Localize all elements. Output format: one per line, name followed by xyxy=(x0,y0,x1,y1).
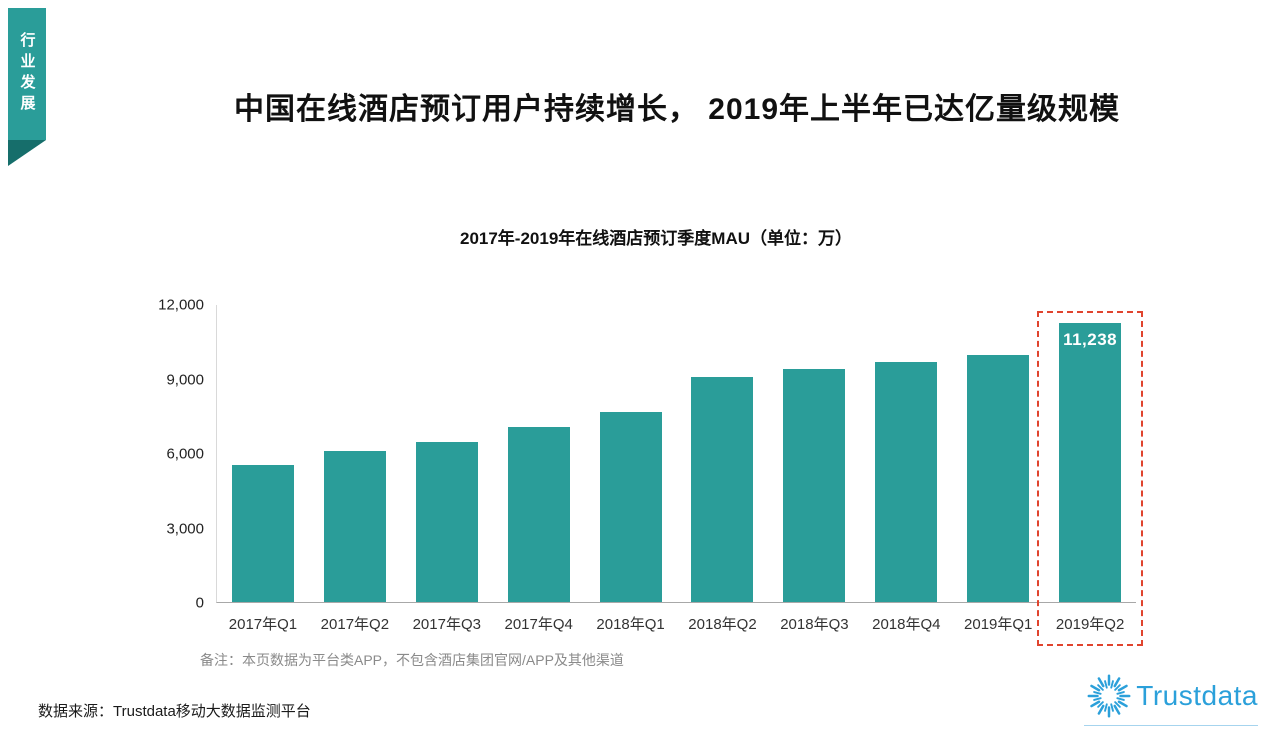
x-axis-label: 2017年Q1 xyxy=(228,616,298,633)
bar-column: 2017年Q2 xyxy=(309,305,401,633)
x-axis-label: 2018年Q2 xyxy=(688,616,757,633)
x-axis-label: 2017年Q2 xyxy=(320,616,390,633)
y-axis-label: 6,000 xyxy=(166,445,204,463)
bar-2017年Q1 xyxy=(231,465,294,602)
x-axis-label: 2019年Q2 xyxy=(1055,616,1125,633)
x-axis-label: 2017年Q3 xyxy=(412,616,481,633)
bar-2018年Q3 xyxy=(783,368,846,602)
bar-2018年Q1 xyxy=(599,412,662,602)
trustdata-logo: Trustdata xyxy=(1084,671,1258,726)
mau-bar-chart: 2017年-2019年在线酒店预订季度MAU（单位：万） 12,000 9,000… xyxy=(0,224,1284,646)
x-axis-label: 2018年Q1 xyxy=(596,616,665,633)
x-axis-label: 2017年Q4 xyxy=(504,616,573,633)
bar-column: 2017年Q1 xyxy=(217,305,309,633)
y-axis-label: 9,000 xyxy=(166,371,204,388)
bar-column: 2017年Q4 xyxy=(493,305,585,633)
section-tab-fold xyxy=(8,140,46,166)
plot-area: 2017年Q1 2017年Q2 2017年Q3 2017年Q4 2018年Q1 2018年… xyxy=(216,305,1144,646)
section-tab: 行业发展 xyxy=(8,8,46,140)
bar-column: 2018年Q4 xyxy=(860,305,952,633)
x-axis-label: 2018年Q3 xyxy=(780,616,849,633)
chart-body: 12,000 9,000 6,000 3,000 0 2017年Q1 2017年Q2 201… xyxy=(140,297,1284,646)
chart-footnote: 备注：本页数据为平台类APP，不包含酒店集团官网/APP及其他渠道 xyxy=(200,652,624,668)
bar-2018年Q4 xyxy=(875,362,938,602)
bar-2019年Q1 xyxy=(967,354,1030,602)
chart-title: 2017年-2019年在线酒店预订季度MAU（单位：万） xyxy=(459,229,852,248)
bar-column: 2018年Q3 xyxy=(768,305,860,633)
data-source: 数据来源：Trustdata移动大数据监测平台 xyxy=(38,703,311,720)
bar-column: 11,238 2019年Q2 xyxy=(1037,305,1144,646)
section-tab-label: 行业发展 xyxy=(18,32,36,116)
bar-2019年Q2: 11,238 xyxy=(1059,322,1122,602)
value-label: 11,238 xyxy=(1063,329,1118,349)
x-axis-label: 2018年Q4 xyxy=(872,616,941,633)
bar-2017年Q2 xyxy=(323,450,386,602)
y-axis: 12,000 9,000 6,000 3,000 0 xyxy=(140,297,216,612)
bar-column: 2017年Q3 xyxy=(401,305,493,633)
sunburst-icon xyxy=(1087,674,1131,718)
page-title: 中国在线酒店预订用户持续增长， 2019年上半年已达亿量级规模 xyxy=(233,93,1121,126)
y-axis-label: 3,000 xyxy=(166,520,204,537)
logo-text: Trustdata xyxy=(1136,680,1258,711)
bar-column: 2019年Q1 xyxy=(952,305,1044,633)
bar-column: 2018年Q1 xyxy=(585,305,677,633)
bar-2017年Q3 xyxy=(415,441,478,602)
y-axis-label: 12,000 xyxy=(158,296,204,314)
x-axis-label: 2019年Q1 xyxy=(964,616,1033,633)
y-axis-label: 0 xyxy=(195,594,204,612)
bar-2018年Q2 xyxy=(691,377,754,602)
bar-2017年Q4 xyxy=(507,426,570,602)
bar-column: 2018年Q2 xyxy=(677,305,769,633)
